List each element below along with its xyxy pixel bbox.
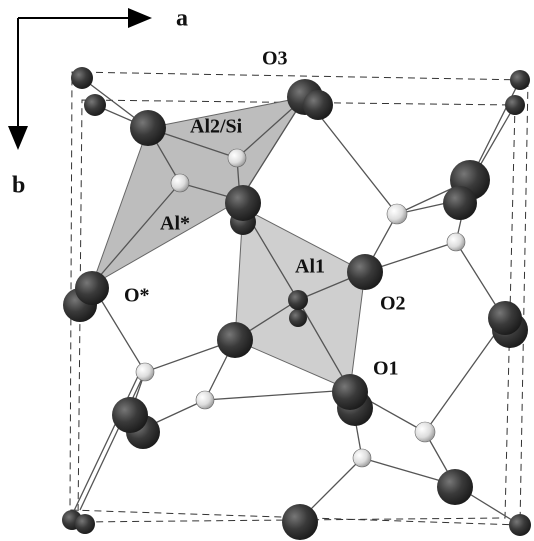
atom-label: O2 [380, 293, 406, 315]
axis-label: a [176, 6, 188, 32]
atom-label: Al1 [295, 256, 325, 278]
atom-label: O3 [262, 48, 288, 70]
atom-label: Al2/Si [190, 116, 243, 138]
atom-label: Al* [160, 213, 190, 235]
atom-label: O1 [373, 358, 399, 380]
atom-label: O* [124, 285, 150, 307]
crystal-structure: a b [0, 0, 534, 541]
axis-label: b [12, 173, 25, 199]
